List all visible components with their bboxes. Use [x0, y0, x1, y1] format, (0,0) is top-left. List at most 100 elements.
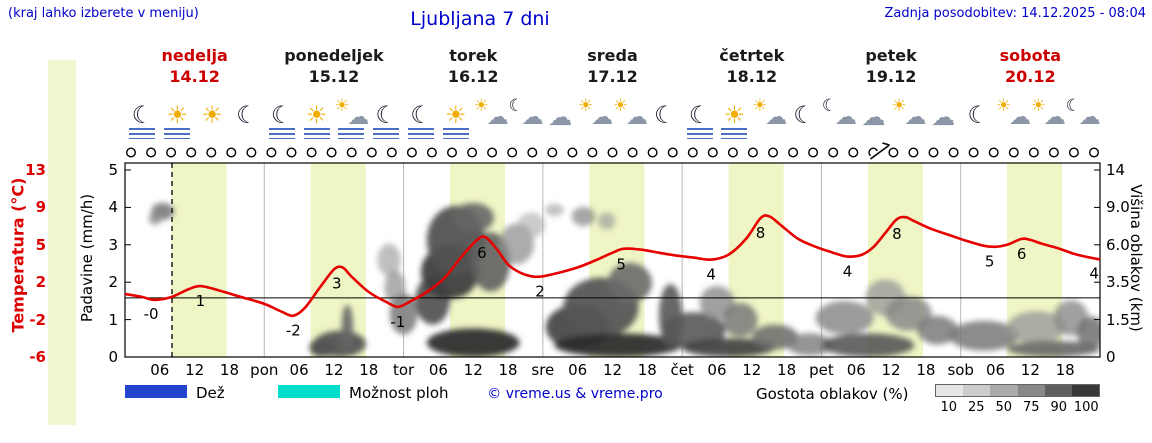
weather-sun-icon: ☀ [299, 98, 335, 140]
page-title: Ljubljana 7 dni [410, 8, 550, 30]
sun-icon: ☀ [891, 96, 907, 116]
weather-moon-icon: ☾ [647, 98, 683, 140]
cloud-density-scale-segment [1071, 385, 1100, 396]
cloud-icon: ☁ [486, 105, 509, 130]
precip-tick-label: 0 [108, 348, 118, 366]
fog-lines-icon [303, 128, 330, 139]
x-axis-tick-label: 18 [359, 361, 379, 379]
moon-icon: ☾ [508, 96, 524, 116]
cloud-icon: ☁ [521, 105, 544, 130]
day-name: ponedeljek [284, 46, 384, 65]
showers-legend-label: Možnost ploh [349, 384, 449, 402]
day-name: torek [449, 46, 498, 65]
weather-moon-cloud-icon: ☾ ☁ [1065, 98, 1101, 140]
temp-tick-label: -2 [29, 310, 46, 329]
day-header-ponedeljek: ponedeljek 15.12 [274, 45, 394, 87]
weather-cloud-icon: ☁ [925, 98, 961, 140]
x-axis-tick-label: 12 [324, 361, 344, 379]
fog-lines-icon [407, 128, 434, 139]
moon-icon: ☾ [236, 101, 258, 129]
x-axis-tick-label: 12 [881, 361, 901, 379]
day-name: petek [865, 46, 917, 65]
weather-sun-cloud-icon: ☀ ☁ [473, 98, 509, 140]
copyright-link[interactable]: © vreme.us & vreme.pro [487, 386, 663, 402]
x-axis-tick-label: 12 [1020, 361, 1040, 379]
sun-icon: ☀ [305, 101, 328, 129]
moon-icon: ☾ [1065, 96, 1081, 116]
x-axis-tick-label: pet [809, 361, 834, 379]
weather-moon-icon: ☾ [124, 98, 160, 140]
day-header-torek: torek 16.12 [413, 45, 533, 87]
moon-icon: ☾ [131, 101, 154, 129]
weather-sun-cloud-icon: ☀ ☁ [1030, 98, 1066, 140]
sun-icon: ☀ [473, 96, 489, 116]
day-date: 19.12 [865, 67, 917, 86]
weather-cloud-icon: ☁ [542, 98, 578, 140]
cloud-density-scale-label: 100 [1073, 400, 1099, 415]
x-axis-tick-label: 06 [707, 361, 727, 379]
day-date: 17.12 [587, 67, 638, 86]
day-header-sobota: sobota 20.12 [970, 45, 1090, 87]
day-name: sreda [587, 46, 638, 65]
sun-icon: ☀ [166, 101, 188, 129]
fog-lines-icon [721, 128, 748, 139]
cloud-icon: ☁ [625, 105, 648, 130]
last-updated: Zadnja posodobitev: 14.12.2025 - 08:04 [884, 6, 1146, 21]
fog-lines-icon [686, 128, 713, 139]
moon-icon: ☾ [270, 101, 293, 129]
day-date: 15.12 [308, 67, 360, 86]
day-header-sreda: sreda 17.12 [553, 45, 673, 87]
weather-sun-cloud-icon: ☀ ☁ [751, 98, 787, 140]
cloud-icon: ☁ [861, 103, 886, 131]
x-axis-tick-label: 18 [1055, 361, 1075, 379]
day-header-nedelja: nedelja 14.12 [135, 45, 255, 87]
x-axis-tick-label: 12 [602, 361, 623, 379]
cloud-density-scale-label: 75 [1022, 400, 1040, 415]
day-date: 14.12 [169, 67, 220, 86]
weather-sun-cloud-icon: ☀ ☁ [995, 98, 1031, 140]
sun-icon: ☀ [445, 101, 467, 129]
weather-moon-icon: ☾ [264, 98, 300, 140]
day-name: nedelja [161, 46, 228, 65]
day-date: 20.12 [1005, 67, 1056, 86]
cloud-icon: ☁ [834, 105, 857, 130]
moon-icon: ☾ [653, 101, 676, 129]
weather-sun-icon: ☀ [716, 98, 752, 140]
cloud-density-scale-label: 10 [940, 400, 958, 415]
day-header-petek: petek 19.12 [831, 45, 951, 87]
weather-sun-cloud-icon: ☀ ☁ [612, 98, 648, 140]
fog-lines-icon [373, 128, 400, 139]
x-axis-tick-label: sre [531, 361, 555, 379]
rain-legend-label: Dež [196, 384, 225, 402]
weather-moon-icon: ☾ [682, 98, 718, 140]
precip-tick-label: 2 [108, 273, 118, 292]
x-axis-tick-label: 06 [985, 361, 1006, 379]
cloud-height-tick-label: 9.0 [1106, 198, 1130, 217]
cloud-icon: ☁ [347, 105, 370, 130]
weather-sun-cloud-icon: ☀ ☁ [577, 98, 613, 140]
x-axis-tick-label: 06 [150, 361, 170, 379]
fog-lines-icon [442, 128, 469, 139]
cloud-icon: ☁ [591, 105, 614, 130]
weather-moon-icon: ☾ [229, 98, 265, 140]
sun-icon: ☀ [201, 101, 223, 129]
cloud-density-scale-segment [1017, 385, 1045, 396]
x-axis-tick-label: 18 [498, 361, 518, 379]
temp-tick-label: 2 [35, 273, 46, 292]
precip-tick-label: 4 [108, 198, 118, 217]
cloud-icon: ☁ [931, 103, 956, 131]
weather-moon-icon: ☾ [960, 98, 996, 140]
sun-icon: ☀ [752, 96, 768, 116]
weather-sun-icon: ☀ [159, 98, 195, 140]
fog-lines-icon [268, 128, 295, 139]
x-axis-tick-label: sob [947, 361, 974, 379]
cloud-density-scale-segment [990, 385, 1018, 396]
weather-cloud-icon: ☁ [856, 98, 892, 140]
temp-tick-label: 13 [25, 161, 46, 179]
cloud-icon: ☁ [904, 105, 927, 130]
cloud-density-scale-label: 50 [995, 400, 1013, 415]
cloud-density-scale-label: 25 [967, 400, 985, 415]
temp-tick-label: 9 [35, 198, 46, 217]
